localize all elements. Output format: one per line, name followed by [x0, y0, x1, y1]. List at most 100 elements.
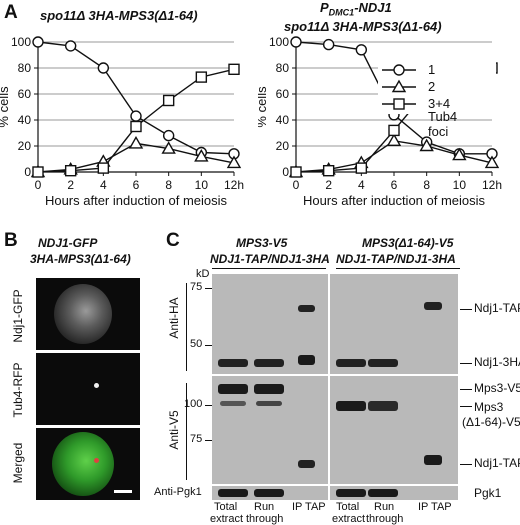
right-chart-xtick-label-4: 8 [423, 178, 430, 192]
left-chart-point-2-0 [32, 166, 44, 178]
lane-run-1: Run [254, 501, 275, 513]
right-chart-ytick-label-4: 80 [276, 61, 290, 75]
marker-tick-75-top [205, 288, 212, 289]
chart-right-title-sub: DMC1 [328, 7, 355, 18]
left-chart-point-1-6 [226, 155, 242, 169]
left-chart-point-2-2 [97, 162, 110, 174]
right-chart-xtick-label-1: 2 [325, 178, 332, 192]
right-chart-point-0-1 [322, 38, 335, 51]
band-pgk1-lane2 [254, 489, 284, 497]
left-chart-point-0-4 [162, 129, 175, 142]
left-chart-xtick-label-2: 4 [100, 178, 107, 192]
left-chart-point-2-3 [130, 120, 142, 133]
group2-line2: NDJ1-TAP/NDJ1-3HA [336, 252, 456, 266]
band-ndj1-tap-ip2 [424, 302, 442, 310]
panel-label-b: B [4, 230, 18, 251]
lane-ip-2: IP TAP [418, 501, 452, 513]
right-chart-xtick-label-5: 10 [453, 178, 467, 192]
band-pgk1-lane4 [336, 489, 366, 497]
pointer-mps3-v5 [460, 389, 472, 390]
right-chart-legend-caption-1: foci [428, 124, 448, 139]
lane-total-1: Total [214, 501, 238, 513]
right-chart-point-1-3 [386, 133, 402, 147]
blot-anti-ha-left [212, 274, 328, 374]
left-chart-point-0-0 [32, 36, 44, 48]
band-ndj1-3ha-lane2 [254, 359, 284, 367]
marker-50: 50 [190, 338, 203, 350]
pointer-mps3-d [460, 406, 472, 407]
chart-left-title: spo11Δ 3HA-MPS3(Δ1-64) [40, 8, 198, 23]
right-chart-ytick-label-0: 0 [282, 165, 289, 179]
left-chart-ytick-label-1: 20 [18, 139, 32, 153]
right-chart-ylabel: % cells [258, 86, 269, 128]
right-chart-ytick-label-5: 100 [269, 35, 289, 49]
right-chart-ytick-label-2: 40 [276, 113, 290, 127]
micrograph-gfp [36, 278, 140, 350]
left-chart-ytick-label-0: 0 [24, 165, 31, 179]
right-chart-legend-label-1: 2 [428, 79, 435, 94]
kd-label: kD [196, 268, 210, 280]
right-chart-legend-label-2: 3+4 [428, 96, 450, 111]
channel-label-merged: Merged [11, 442, 25, 484]
panel-label-a: A [4, 2, 18, 23]
label-ndj1-tap-1: Ndj1-TAP [474, 301, 520, 315]
left-chart-point-1-3 [128, 135, 144, 149]
band-ndj1-tap-v5-ip2 [424, 455, 442, 465]
lane-run-4: through [366, 513, 404, 525]
chart-right-title-line2: spo11Δ 3HA-MPS3(Δ1-64) [284, 19, 442, 34]
lane-total-4: extract [332, 513, 366, 525]
band-ndj1-tap-v5-ip1 [298, 460, 315, 468]
right-chart-ytick-label-1: 20 [276, 139, 290, 153]
band-ndj1-tap-ip1 [298, 305, 315, 312]
band-mps3-d-lane4 [336, 401, 366, 411]
right-chart-point-2-0 [290, 166, 302, 178]
left-chart-point-2-5 [195, 71, 208, 83]
left-chart-xtick-label-4: 8 [165, 178, 172, 192]
right-chart-legend-marker-2 [393, 98, 405, 110]
band-mps3-v5-lane1 [218, 384, 248, 394]
marker-75-top: 75 [190, 281, 203, 293]
pointer-ndj1-tap-2 [460, 464, 472, 465]
right-chart-point-2-2 [355, 162, 368, 174]
right-chart-ytick-label-3: 60 [276, 87, 290, 101]
group1-rule [212, 268, 326, 269]
right-chart-xtick-label-6: 12h [482, 178, 502, 192]
left-chart-xtick-label-0: 0 [35, 178, 42, 192]
blot-anti-v5-left [212, 376, 328, 484]
left-chart-ytick-label-4: 80 [18, 61, 32, 75]
right-chart-xtick-label-3: 6 [391, 178, 398, 192]
group1-line2: NDJ1-TAP/NDJ1-3HA [210, 252, 330, 266]
chart-right-title: PDMC1-NDJ1 [320, 0, 392, 18]
channel-label-rfp: Tub4-RFP [11, 362, 25, 418]
chart-right-title-rest: -NDJ1 [354, 0, 392, 15]
lane-run-2: through [246, 513, 284, 525]
group1-line1: MPS3-V5 [236, 236, 288, 250]
left-chart-xtick-label-5: 10 [195, 178, 209, 192]
left-chart-ylabel: % cells [0, 86, 11, 128]
pointer-ndj1-3ha [460, 363, 472, 364]
label-mps3-d-line2: (Δ1-64)-V5 [462, 415, 520, 429]
band-ndj1-3ha-ip1 [298, 355, 315, 365]
scale-bar [114, 490, 132, 493]
left-chart-point-2-6 [228, 63, 240, 75]
band-mps3-v5-lane2 [254, 384, 284, 394]
right-chart-point-2-1 [322, 164, 335, 177]
band-pgk1-lane5 [368, 489, 398, 497]
right-chart-legend-label-0: 1 [428, 62, 435, 77]
label-ndj1-3ha: Ndj1-3HA [474, 355, 520, 369]
panel-b-title-2: 3HA-MPS3(Δ1-64) [30, 252, 131, 266]
right-chart-xtick-label-0: 0 [293, 178, 300, 192]
right-chart-point-0-2 [355, 44, 368, 56]
label-ndj1-tap-2: Ndj1-TAP [474, 456, 520, 470]
left-chart-xlabel: Hours after induction of meiosis [45, 193, 228, 205]
right-chart-point-0-0 [290, 36, 302, 48]
panel-label-c: C [166, 230, 180, 251]
right-chart-legend-marker-0 [393, 64, 405, 76]
band-mps3-d-lane5 [368, 401, 398, 411]
micrograph-rfp [36, 353, 140, 425]
label-anti-pgk1: Anti-Pgk1 [154, 486, 202, 498]
lane-total-3: Total [336, 501, 360, 513]
band-ndj1-3ha-lane4 [336, 359, 366, 367]
